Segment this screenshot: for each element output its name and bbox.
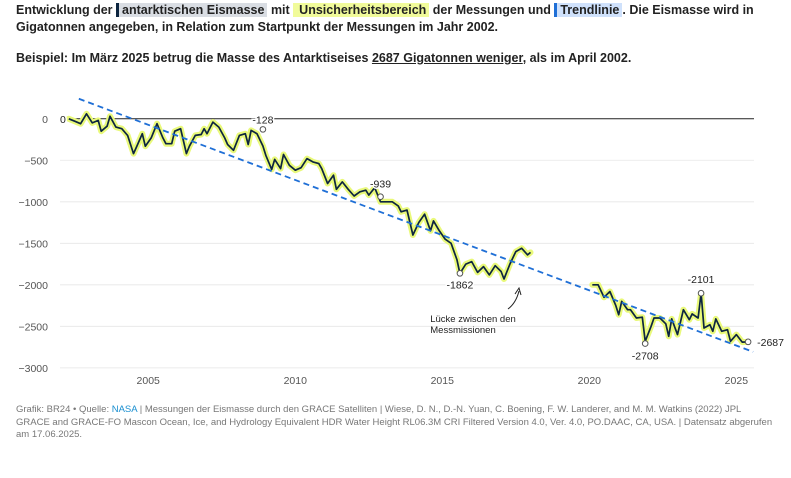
source-footer: Grafik: BR24 • Quelle: NASA | Messungen …: [16, 404, 776, 442]
annotation-marker: [456, 270, 464, 277]
trendline-layer: [78, 97, 754, 353]
annotation-marker: [641, 340, 649, 347]
ice-mass-line-layer: [68, 112, 749, 343]
annotation-label: -939: [370, 179, 391, 191]
annotation-label: -2101: [688, 274, 715, 286]
y-tick-label: −500: [24, 155, 48, 167]
x-tick-label: 2020: [578, 375, 602, 387]
intro-part-3: der Messungen und: [429, 3, 555, 17]
uncertainty-band-layer: [65, 110, 752, 346]
annotation-label: -128: [252, 114, 273, 126]
x-tick-label: 2005: [137, 375, 161, 387]
y-tick-label: 0: [42, 114, 48, 126]
gap-note-line-2: Messmissionen: [430, 325, 495, 336]
annotation-label: -1862: [447, 279, 474, 291]
y-tick-label: −3000: [19, 363, 49, 375]
grid-layer: 0 −500 −1000 −1500 −2000 −2500 −3000 2005 2010 20…: [19, 114, 754, 387]
highlight-trendline: Trendlinie: [554, 3, 623, 17]
gap-note-arrow: [507, 290, 520, 310]
x-tick-label: 2010: [284, 375, 308, 387]
example-part-1: Beispiel: Im März 2025 betrug die Masse …: [16, 51, 372, 65]
example-text: Beispiel: Im März 2025 betrug die Masse …: [16, 51, 631, 65]
highlight-ice-mass: antarktischen Eismasse: [116, 3, 268, 17]
y-tick-label: −1000: [19, 197, 49, 209]
annotation-label: 0: [60, 114, 66, 126]
annotation-marker: [697, 289, 705, 297]
ice-mass-line: [68, 112, 532, 280]
y-tick-label: −1500: [19, 238, 49, 250]
ice-mass-chart: 0 −500 −1000 −1500 −2000 −2500 −3000 2005 2010 20…: [19, 97, 786, 387]
intro-part-2: mit: [267, 3, 294, 17]
y-tick-label: −2000: [19, 280, 49, 292]
uncertainty-band: [65, 110, 534, 282]
example-part-2: , als im April 2002.: [522, 51, 632, 65]
gap-note-line-1: Lücke zwischen den: [430, 314, 516, 325]
gap-note-arrowhead: [514, 286, 522, 296]
intro-part-1: Entwicklung der: [16, 3, 117, 17]
example-emphasis: 2687 Gigatonnen weniger: [371, 51, 523, 65]
annotation-marker: [377, 193, 384, 201]
ice-mass-line: [592, 283, 749, 343]
uncertainty-band: [589, 281, 752, 346]
intro-text: Entwicklung der antarktischen Eismasse m…: [16, 2, 776, 36]
highlight-uncertainty: Unsicherheitsbereich: [293, 3, 430, 17]
x-tick-label: 2025: [725, 375, 749, 387]
trendline: [78, 97, 754, 353]
y-tick-label: −2500: [19, 321, 49, 333]
nasa-link[interactable]: NASA: [111, 404, 138, 415]
label-layer: 0 -128 -939 -1862 -2708 -2101 -2687 Lücke zwisc…: [58, 112, 785, 364]
footer-part-1: Grafik: BR24 • Quelle:: [16, 404, 112, 415]
footer-part-2: | Messungen der Eismasse durch den GRACE…: [16, 404, 773, 440]
annotation-label: -2687: [757, 337, 784, 349]
annotation-label: -2708: [632, 351, 659, 363]
annotation-marker: [744, 338, 752, 346]
annotation-marker: [259, 126, 267, 133]
intro-part-4: . Die Eismasse wird in Gigatonnen angege…: [16, 3, 754, 34]
x-tick-label: 2015: [431, 375, 455, 387]
